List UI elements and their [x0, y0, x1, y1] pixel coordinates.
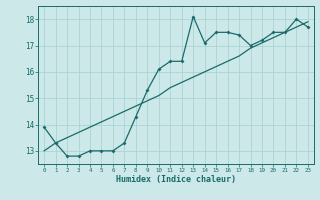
X-axis label: Humidex (Indice chaleur): Humidex (Indice chaleur): [116, 175, 236, 184]
